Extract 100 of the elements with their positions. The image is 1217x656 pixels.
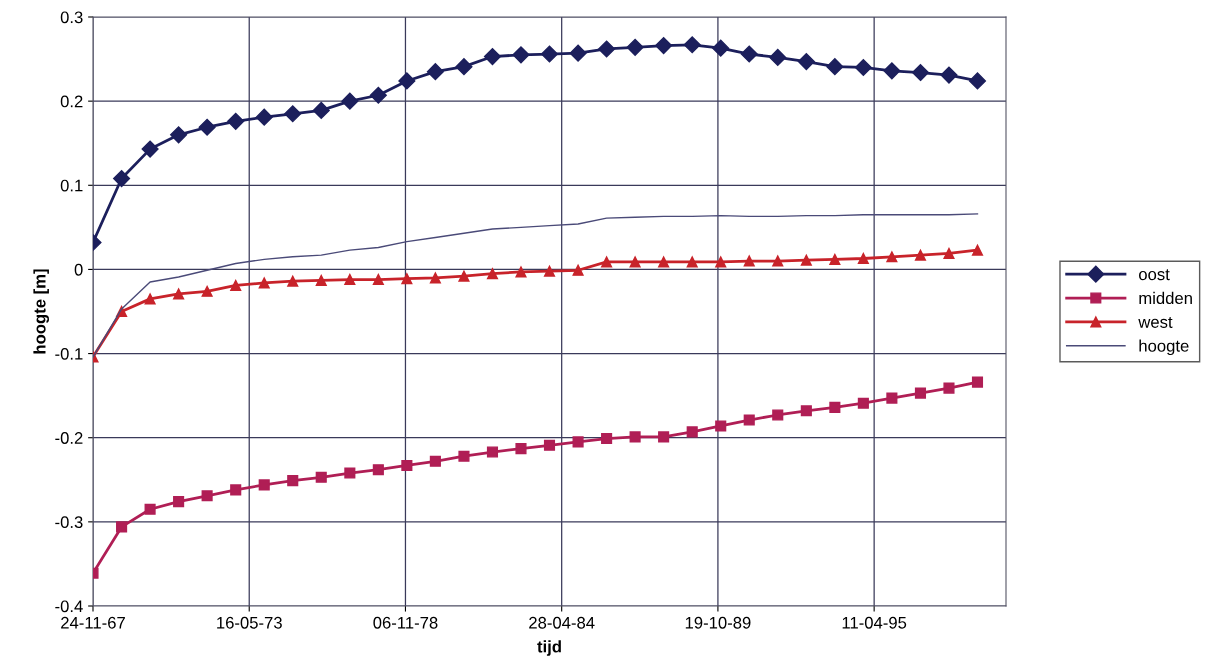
x-tick-label: 06-11-78 <box>373 616 438 629</box>
point <box>201 285 213 297</box>
point <box>486 268 499 280</box>
point <box>968 72 987 90</box>
point <box>743 255 755 267</box>
point <box>769 48 787 66</box>
point <box>886 392 898 404</box>
point <box>144 503 156 515</box>
point <box>797 53 815 71</box>
point <box>284 105 302 123</box>
point <box>258 277 270 289</box>
point <box>344 467 356 479</box>
point <box>971 376 984 388</box>
point <box>483 47 502 66</box>
point <box>772 409 784 421</box>
point <box>857 252 869 265</box>
x-axis-title: tijd <box>537 640 561 656</box>
y-tick-label: -0.2 <box>55 432 83 444</box>
point <box>341 92 359 110</box>
point <box>829 253 841 265</box>
point <box>857 397 869 409</box>
point <box>116 521 128 533</box>
point <box>398 72 416 90</box>
point <box>426 63 444 81</box>
point <box>655 37 673 55</box>
point <box>572 264 584 276</box>
x-tick-label: 19-10-89 <box>685 616 751 629</box>
y-tick-label: -0.4 <box>55 600 83 613</box>
point <box>740 45 758 63</box>
point <box>658 256 670 268</box>
y-tick-label: 0 <box>74 263 83 276</box>
point <box>911 63 930 82</box>
point <box>543 265 556 277</box>
point <box>943 247 955 259</box>
point <box>658 431 670 443</box>
point <box>230 279 242 291</box>
point <box>429 455 441 467</box>
point <box>829 401 841 413</box>
point <box>230 484 242 496</box>
legend-label: west <box>1138 316 1173 328</box>
point <box>401 459 413 472</box>
point <box>344 273 356 286</box>
point <box>144 293 156 305</box>
y-tick-label: 0.2 <box>60 95 83 108</box>
point <box>401 273 413 285</box>
point <box>458 270 470 282</box>
legend-label: oost <box>1139 269 1170 281</box>
point <box>943 382 955 394</box>
point <box>712 39 730 57</box>
point <box>914 387 927 399</box>
point <box>772 255 784 267</box>
point <box>173 496 185 508</box>
x-tick-label: 11-04-95 <box>842 616 907 629</box>
point <box>512 46 530 64</box>
point <box>601 256 613 268</box>
point <box>743 414 755 426</box>
point <box>173 288 185 300</box>
point <box>369 86 387 104</box>
point <box>198 118 216 136</box>
point <box>515 266 527 278</box>
point <box>572 436 584 448</box>
point <box>686 256 698 268</box>
point <box>971 244 984 256</box>
point <box>626 38 644 56</box>
point <box>315 471 327 483</box>
y-axis-title: hoogte [m] <box>33 269 50 354</box>
point <box>258 479 270 491</box>
point <box>455 58 473 76</box>
point <box>312 101 330 119</box>
point <box>227 112 245 130</box>
point <box>715 420 727 432</box>
point <box>486 446 499 458</box>
point <box>886 251 898 263</box>
point <box>800 254 812 266</box>
point <box>854 58 872 77</box>
point <box>629 256 641 268</box>
point <box>543 439 556 451</box>
legend-label: midden <box>1139 291 1192 305</box>
point <box>940 66 958 84</box>
point <box>141 140 159 158</box>
point <box>914 249 927 261</box>
point <box>601 432 613 445</box>
point <box>287 275 299 287</box>
x-tick-label: 16-05-73 <box>217 616 282 629</box>
point <box>113 170 131 188</box>
point <box>429 272 441 284</box>
y-tick-label: 0.1 <box>60 179 83 192</box>
point <box>540 45 559 63</box>
point <box>372 273 384 286</box>
point <box>598 40 616 58</box>
point <box>287 475 299 487</box>
point <box>800 405 812 417</box>
point <box>683 36 701 54</box>
point <box>201 490 213 502</box>
point <box>686 426 698 438</box>
point <box>372 464 384 476</box>
y-tick-label: -0.3 <box>55 516 83 529</box>
point <box>458 450 470 462</box>
point <box>883 62 901 80</box>
point <box>629 431 641 443</box>
